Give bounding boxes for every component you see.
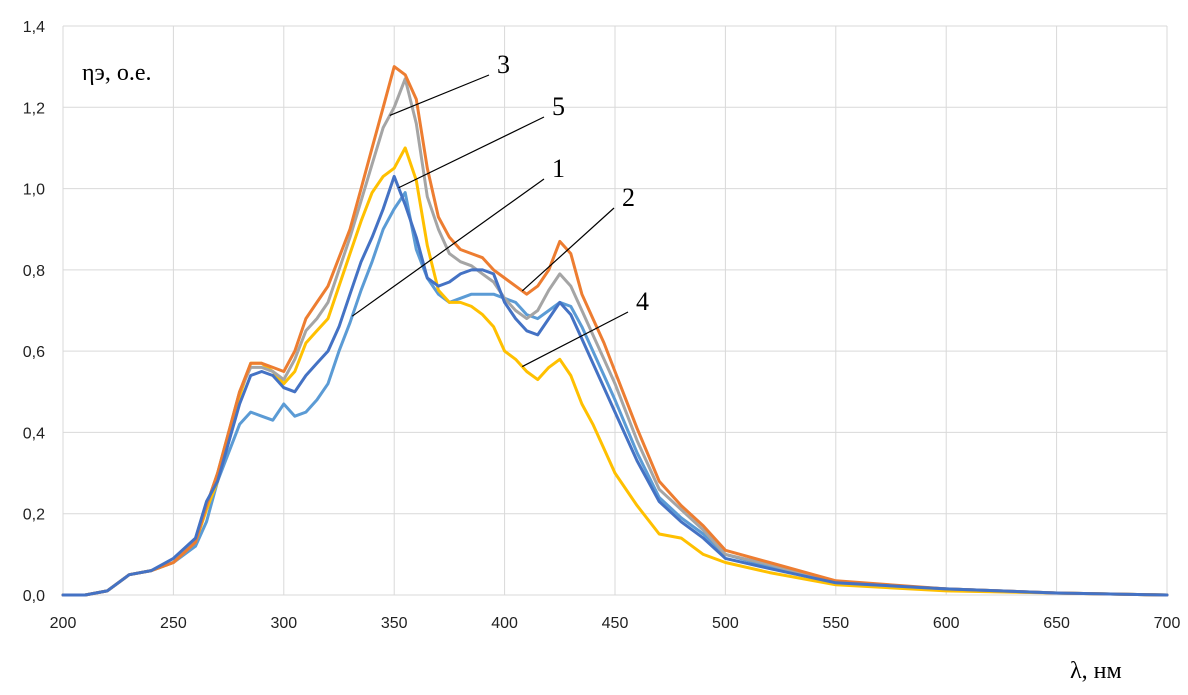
y-tick-label: 0,4 — [23, 425, 45, 442]
x-tick-label: 400 — [491, 615, 518, 632]
x-tick-label: 200 — [50, 615, 77, 632]
callout-label-5: 5 — [552, 92, 565, 121]
callout-label-3: 3 — [497, 50, 510, 79]
series-layer — [61, 65, 1169, 597]
x-tick-label: 550 — [822, 615, 849, 632]
x-tick-label: 350 — [381, 615, 408, 632]
x-tick-label: 250 — [160, 615, 187, 632]
callout-label-1: 1 — [552, 154, 565, 183]
series-line-1 — [61, 191, 1169, 597]
tick-labels: 0,0 0,2 0,4 0,6 0,8 1,0 1,2 1,4 200 250 300 350 400 4… — [23, 19, 1181, 632]
y-axis-label: ηэ, о.е. — [82, 60, 152, 86]
x-tick-label: 500 — [712, 615, 739, 632]
y-tick-label: 1,2 — [23, 100, 45, 117]
callout-label-2: 2 — [622, 183, 635, 212]
callout-label-4: 4 — [636, 287, 649, 316]
y-tick-label: 1,0 — [23, 182, 45, 199]
callout-leader-2 — [521, 207, 615, 292]
callout-leader-3 — [389, 74, 490, 116]
series-line-2 — [61, 65, 1169, 597]
x-tick-label: 700 — [1154, 615, 1181, 632]
x-tick-label: 650 — [1043, 615, 1070, 632]
y-tick-label: 0,2 — [23, 507, 45, 524]
x-tick-label: 300 — [270, 615, 297, 632]
series-line-5 — [61, 174, 1169, 597]
x-tick-label: 600 — [933, 615, 960, 632]
y-tick-label: 1,4 — [23, 19, 45, 36]
callout-leader-1 — [351, 178, 545, 317]
y-tick-label: 0,8 — [23, 263, 45, 280]
y-tick-label: 0,6 — [23, 344, 45, 361]
x-tick-label: 450 — [602, 615, 629, 632]
callout-leaders: 3 5 1 2 4 — [351, 50, 649, 368]
grid — [62, 25, 1168, 596]
callout-leader-4 — [521, 311, 629, 368]
x-axis-label: λ, нм — [1070, 658, 1122, 684]
y-tick-label: 0,0 — [23, 588, 45, 605]
callout-leader-5 — [398, 116, 545, 189]
